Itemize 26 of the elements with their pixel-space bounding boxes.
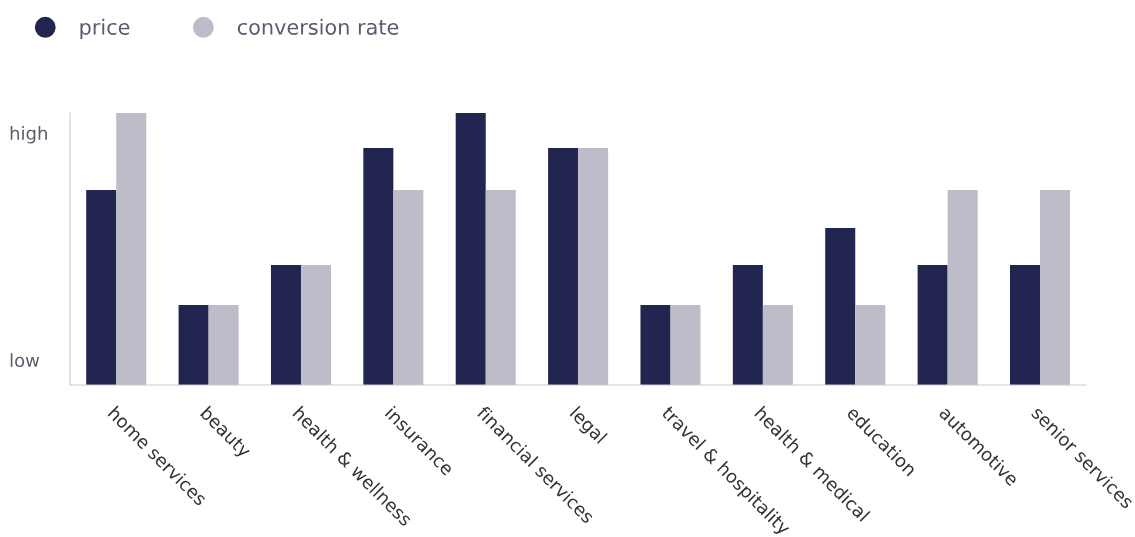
bar bbox=[947, 189, 978, 385]
bar bbox=[548, 148, 579, 385]
bar bbox=[300, 265, 331, 385]
bar bbox=[825, 228, 856, 385]
bar bbox=[116, 113, 147, 385]
bar bbox=[855, 305, 886, 385]
legend-label: price bbox=[80, 18, 130, 39]
bar bbox=[762, 305, 793, 385]
bar bbox=[393, 189, 424, 385]
bar bbox=[1009, 265, 1041, 385]
bar bbox=[578, 148, 609, 385]
bar bbox=[1040, 189, 1071, 385]
bar bbox=[732, 265, 763, 385]
bar bbox=[670, 305, 701, 385]
bar bbox=[485, 189, 516, 385]
text: high bbox=[10, 126, 47, 144]
bar bbox=[208, 305, 239, 385]
bar bbox=[640, 305, 671, 385]
bar bbox=[86, 189, 117, 385]
bar bbox=[917, 265, 948, 385]
text: low bbox=[10, 353, 40, 368]
bar bbox=[178, 305, 209, 385]
bar bbox=[455, 113, 486, 385]
bar bbox=[270, 265, 301, 385]
legend-label: conversion rate bbox=[237, 18, 399, 35]
bar bbox=[363, 148, 394, 385]
